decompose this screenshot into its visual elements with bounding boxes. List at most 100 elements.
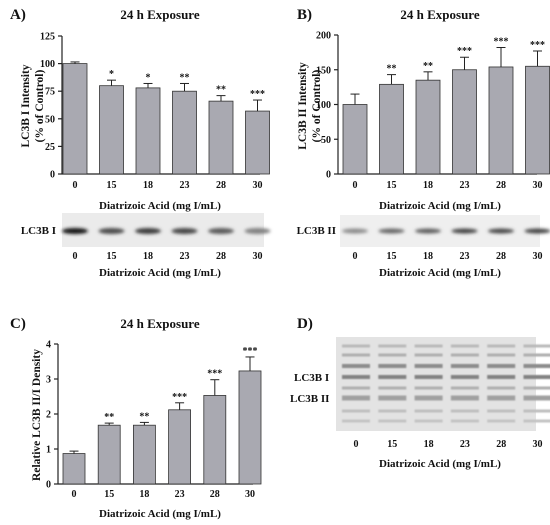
- panel-c-bar: [203, 395, 227, 485]
- panel-a-category-label: 0: [73, 180, 78, 191]
- blot-a-band: [135, 228, 161, 234]
- panel-c-title: 24 h Exposure: [120, 316, 199, 331]
- blot-d-band: [487, 353, 516, 357]
- panel-b-category-label: 23: [460, 180, 470, 191]
- panel-a-y-tick-label: 50: [45, 114, 55, 125]
- panel-b-title: 24 h Exposure: [400, 7, 479, 22]
- blot-d-band: [414, 395, 443, 401]
- panel-a-bar: [208, 100, 234, 175]
- panel-a-bar: [245, 110, 270, 175]
- panel-b-category-label: 30: [533, 180, 543, 191]
- panel-b-bar: [342, 104, 368, 175]
- panel-b-category-label: 18: [423, 180, 433, 191]
- blot-d-band: [487, 395, 516, 401]
- blot-d-band: [523, 419, 550, 423]
- panel-a-y-tick-label: 125: [40, 32, 55, 43]
- blot-d-band: [414, 386, 443, 390]
- panel-b-bar: [525, 65, 550, 175]
- blot-a-lane-label: 18: [143, 251, 153, 262]
- panel-a-letter: A): [10, 7, 26, 23]
- blot-d-lane-labels: 0 15 18 23 28 30: [354, 439, 543, 450]
- blot-b: LC3B II 0 15 18 23 28 30 Diatrizoic Acid (mg …: [297, 215, 550, 279]
- blot-a-band: [171, 228, 198, 234]
- panel-a-y-tick-label: 75: [45, 87, 55, 98]
- panel-a-significance: *: [109, 69, 114, 80]
- panel-d-letter: D): [297, 316, 313, 332]
- panel-a-bar: [172, 90, 197, 175]
- blot-b-lane-labels: 0 15 18 23 28 30: [353, 251, 543, 262]
- blot-a-band: [244, 228, 271, 234]
- panel-b-y-tick-label: 200: [316, 31, 331, 42]
- blot-a-lane-label: 15: [107, 251, 117, 262]
- panel-a-category-label: 18: [143, 180, 153, 191]
- panel-a-xlabel: Diatrizoic Acid (mg I/mL): [99, 200, 221, 212]
- blot-d-band: [342, 409, 370, 413]
- blot-d-band: [378, 409, 407, 413]
- panel-c-letter: C): [10, 316, 26, 332]
- panel-a-significance: *: [146, 72, 151, 83]
- blot-d-band: [414, 344, 443, 348]
- blot-b-band: [451, 228, 478, 234]
- panel-c-significance: ***: [243, 346, 258, 357]
- blot-d-band: [414, 353, 443, 357]
- panel-c-y-tick-label: 2: [46, 410, 51, 421]
- panel-b-category-label: 15: [387, 180, 397, 191]
- blot-a-band: [62, 228, 88, 234]
- panel-c-significance: **: [104, 412, 114, 423]
- panel-a-y-tick-label: 0: [50, 170, 55, 181]
- panel-c-bar: [168, 409, 192, 485]
- blot-d-band: [378, 353, 407, 357]
- panel-b-bar: [415, 79, 441, 175]
- panel-c-y-tick-label: 3: [46, 375, 51, 386]
- blot-a-lane-label: 23: [180, 251, 190, 262]
- panel-d: D) LC3B I LC3B II 0 15 18 23 28 30 Diatrizoic…: [290, 316, 550, 470]
- blot-a-lane-label: 30: [253, 251, 263, 262]
- blot-b-band: [378, 228, 405, 234]
- blot-b-bands: [342, 228, 550, 234]
- blot-d-band: [523, 386, 550, 390]
- blot-b-lane-label: 28: [496, 251, 506, 262]
- panel-c-ylabel: Relative LC3B II/I Density: [31, 349, 43, 481]
- blot-d-label-lower: LC3B II: [290, 393, 329, 405]
- blot-b-band: [524, 228, 550, 234]
- panel-c-significance: ***: [207, 369, 222, 380]
- panel-a-bar: [99, 85, 124, 175]
- blot-d-band: [414, 419, 443, 423]
- panel-b-significance: ***: [530, 40, 545, 51]
- blot-d-lane-label: 0: [354, 439, 359, 450]
- blot-d-band: [378, 375, 407, 379]
- panel-b: B) 24 h Exposure LC3B II Intensity (% of…: [297, 7, 550, 212]
- blot-b-lane-label: 23: [460, 251, 470, 262]
- panel-a-significance: ***: [250, 89, 265, 100]
- blot-b-band: [415, 228, 441, 234]
- panel-b-y-tick-label: 150: [316, 65, 331, 76]
- blot-d-band: [487, 375, 516, 379]
- panel-a-category-label: 30: [253, 180, 263, 191]
- blot-b-lane-label: 18: [423, 251, 433, 262]
- blot-d-band: [378, 386, 407, 390]
- blot-d-band: [450, 353, 479, 357]
- panel-c-significance: ***: [172, 392, 187, 403]
- panel-c-bar: [238, 370, 262, 485]
- blot-d-band: [487, 344, 516, 348]
- panel-b-significance: **: [387, 64, 397, 75]
- blot-d-bands: [342, 344, 550, 423]
- blot-d-lane-label: 30: [533, 439, 543, 450]
- panel-a-chart: 0 25 50 75 100 125 0 * 15 * 18 ** 23 ** 28 *** 30: [40, 32, 270, 191]
- blot-d-band: [523, 353, 550, 357]
- panel-b-significance: **: [423, 61, 433, 72]
- panel-c-category-label: 18: [139, 489, 149, 500]
- panel-c-y-tick-label: 0: [46, 480, 51, 491]
- panel-c-bar: [62, 453, 86, 485]
- blot-d-band: [523, 375, 550, 379]
- blot-d-band: [342, 375, 370, 379]
- panel-a: A) 24 h Exposure LC3B I Intensity (% of …: [10, 7, 270, 212]
- panel-c-y-tick-label: 1: [46, 445, 51, 456]
- blot-d-band: [487, 409, 516, 413]
- blot-a-membrane: [62, 213, 264, 247]
- blot-a-bands: [62, 228, 271, 234]
- blot-a-lane-labels: 0 15 18 23 28 30: [73, 251, 263, 262]
- panel-c: C) 24 h Exposure Relative LC3B II/I Dens…: [10, 316, 262, 520]
- blot-d-lane-label: 15: [387, 439, 397, 450]
